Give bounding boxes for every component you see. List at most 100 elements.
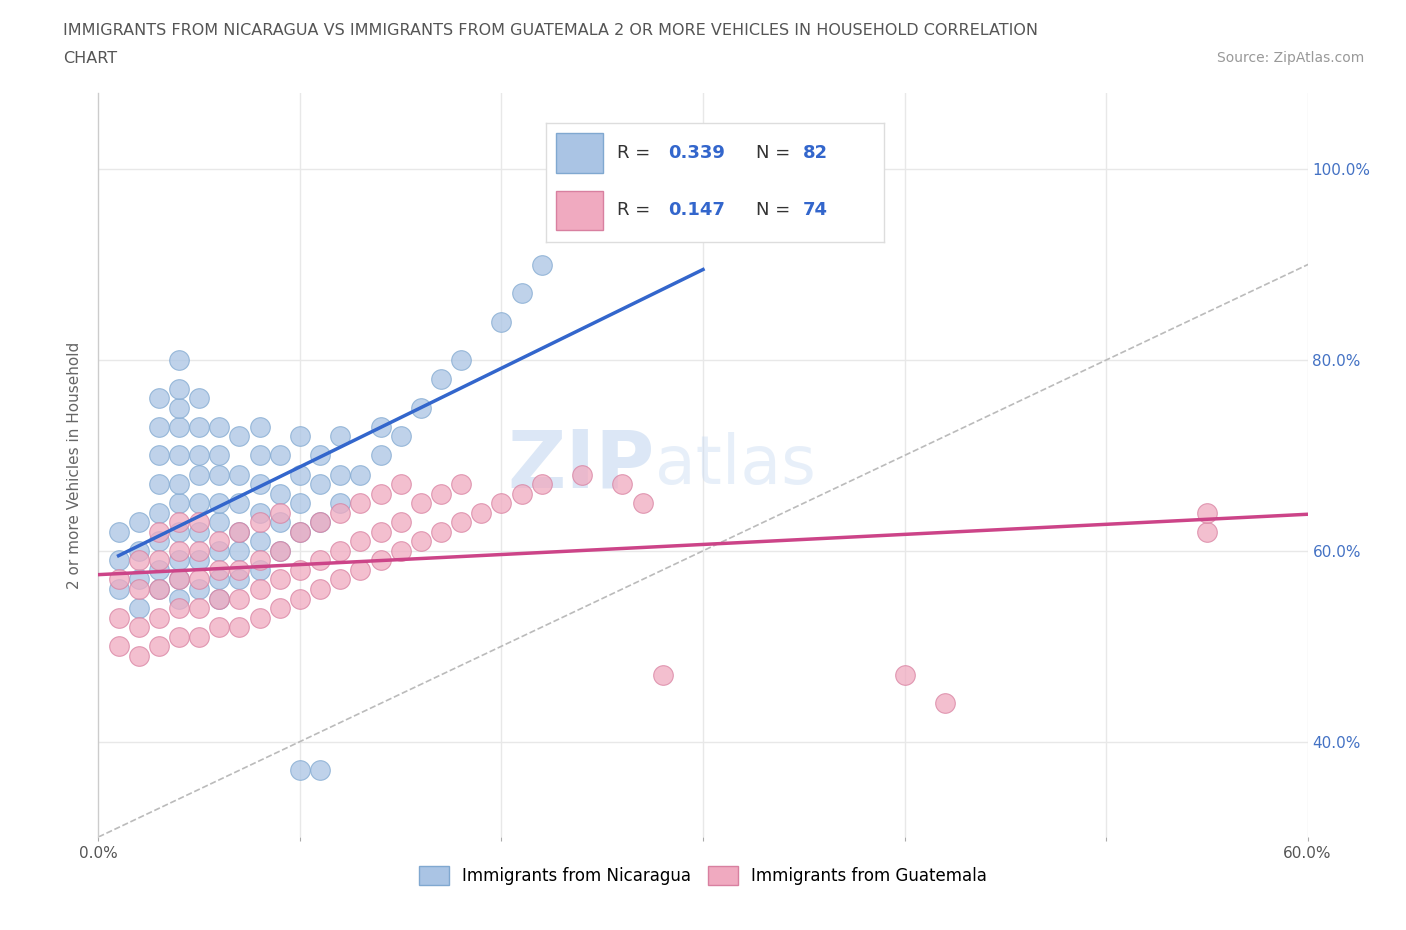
Point — [188, 543, 211, 558]
Point — [167, 477, 190, 492]
Point — [208, 515, 231, 530]
Point — [530, 477, 553, 492]
Point — [1195, 505, 1218, 520]
Point — [128, 648, 150, 663]
Point — [188, 553, 211, 568]
Point — [128, 553, 150, 568]
Point — [309, 477, 332, 492]
Point — [107, 572, 129, 587]
Point — [249, 448, 271, 463]
Point — [167, 400, 190, 415]
Point — [167, 352, 190, 367]
Point — [288, 563, 311, 578]
Point — [651, 668, 673, 683]
Point — [249, 553, 271, 568]
Point — [510, 286, 533, 300]
Point — [188, 572, 211, 587]
Point — [228, 496, 250, 511]
Point — [309, 581, 332, 596]
Point — [128, 601, 150, 616]
Point — [148, 639, 170, 654]
Point — [370, 419, 392, 434]
Point — [692, 191, 714, 206]
Point — [228, 525, 250, 539]
Point — [167, 553, 190, 568]
Point — [228, 619, 250, 634]
Point — [309, 763, 332, 777]
Point — [370, 448, 392, 463]
Point — [167, 630, 190, 644]
Point — [228, 563, 250, 578]
Point — [128, 543, 150, 558]
Point — [148, 391, 170, 405]
Point — [288, 763, 311, 777]
Point — [349, 467, 371, 482]
Point — [148, 525, 170, 539]
Point — [148, 610, 170, 625]
Point — [167, 525, 190, 539]
Point — [128, 619, 150, 634]
Point — [349, 563, 371, 578]
Point — [450, 477, 472, 492]
Point — [288, 525, 311, 539]
Point — [470, 505, 492, 520]
Point — [148, 534, 170, 549]
Point — [188, 496, 211, 511]
Point — [107, 639, 129, 654]
Point — [188, 630, 211, 644]
Point — [370, 553, 392, 568]
Point — [491, 496, 513, 511]
Point — [128, 581, 150, 596]
Point — [571, 467, 593, 482]
Text: IMMIGRANTS FROM NICARAGUA VS IMMIGRANTS FROM GUATEMALA 2 OR MORE VEHICLES IN HOU: IMMIGRANTS FROM NICARAGUA VS IMMIGRANTS … — [63, 23, 1038, 38]
Point — [167, 496, 190, 511]
Point — [349, 534, 371, 549]
Point — [208, 448, 231, 463]
Point — [450, 515, 472, 530]
Point — [309, 515, 332, 530]
Point — [329, 429, 352, 444]
Text: ZIP: ZIP — [508, 426, 655, 504]
Point — [228, 591, 250, 606]
Point — [893, 668, 915, 683]
Point — [389, 429, 412, 444]
Point — [208, 419, 231, 434]
Point — [389, 477, 412, 492]
Point — [107, 553, 129, 568]
Legend: Immigrants from Nicaragua, Immigrants from Guatemala: Immigrants from Nicaragua, Immigrants fr… — [412, 859, 994, 892]
Point — [309, 553, 332, 568]
Point — [288, 429, 311, 444]
Point — [107, 610, 129, 625]
Point — [167, 601, 190, 616]
Point — [167, 419, 190, 434]
Point — [228, 429, 250, 444]
Point — [430, 486, 453, 501]
Point — [692, 191, 714, 206]
Point — [430, 372, 453, 387]
Point — [389, 543, 412, 558]
Point — [409, 400, 432, 415]
Point — [228, 467, 250, 482]
Point — [329, 543, 352, 558]
Point — [288, 496, 311, 511]
Point — [249, 610, 271, 625]
Point — [269, 572, 291, 587]
Point — [188, 467, 211, 482]
Point — [167, 515, 190, 530]
Point — [249, 419, 271, 434]
Point — [370, 525, 392, 539]
Point — [148, 581, 170, 596]
Point — [612, 477, 634, 492]
Point — [107, 581, 129, 596]
Point — [128, 572, 150, 587]
Point — [269, 543, 291, 558]
Point — [1195, 525, 1218, 539]
Point — [450, 352, 472, 367]
Point — [510, 486, 533, 501]
Point — [288, 525, 311, 539]
Point — [249, 534, 271, 549]
Point — [288, 467, 311, 482]
Point — [148, 448, 170, 463]
Point — [188, 601, 211, 616]
Point — [269, 543, 291, 558]
